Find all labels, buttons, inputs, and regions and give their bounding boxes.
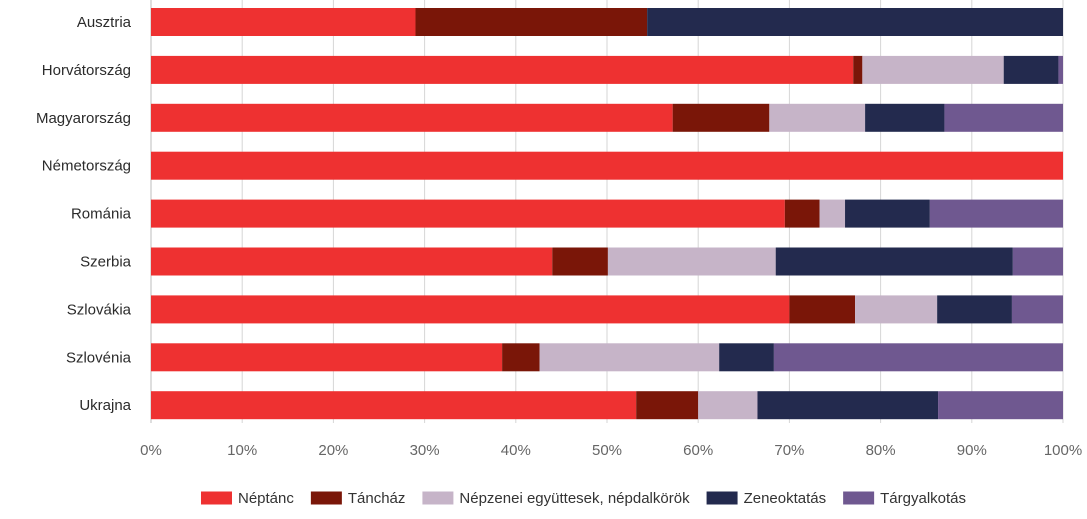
bar-segment [151,199,785,228]
bar-segment [775,247,1013,276]
bar-segment [151,103,673,132]
bar-segment [1058,55,1063,84]
bar-segment [672,103,770,132]
x-tick-label: 100% [1044,442,1082,459]
legend-label: Tárgyalkotás [880,490,966,507]
category-label: Szlovákia [67,301,132,318]
bar-segment [784,199,820,228]
legend-swatch [706,491,738,505]
legend-swatch [200,491,232,505]
bar-segment [862,55,1004,84]
category-label: Szerbia [80,254,132,271]
x-tick-label: 20% [318,442,348,459]
bar-segment [853,55,863,84]
legend-swatch [843,491,875,505]
bar-segment [1011,295,1063,324]
bar-segment [938,391,1063,420]
bar-segment [757,391,939,420]
bar-segment [1012,247,1063,276]
bar-segment [151,391,637,420]
legend-item: Népzenei együttesek, népdalkörök [422,490,690,507]
bar-segment [819,199,846,228]
category-label: Románia [71,206,132,223]
category-label: Szlovénia [66,349,132,366]
x-tick-label: 60% [683,442,713,459]
bar-layer [151,8,1063,420]
bar-segment [698,391,758,420]
bar-segment [769,103,866,132]
bar-segment [1003,55,1059,84]
legend-label: Zeneoktatás [744,490,827,507]
category-label: Magyarország [36,110,131,127]
bar-segment [944,103,1063,132]
bar-segment [151,295,790,324]
legend-item: Táncház [310,490,406,507]
bar-segment [151,151,1063,180]
legend-label: Néptánc [238,490,294,507]
bar-segment [865,103,945,132]
legend-item: Tárgyalkotás [843,490,966,507]
x-tick-label: 10% [227,442,257,459]
legend-label: Táncház [348,490,406,507]
bar-segment [415,8,648,36]
bar-segment [647,8,1063,36]
x-tick-label: 70% [774,442,804,459]
bar-segment [607,247,776,276]
bar-segment [855,295,938,324]
x-tick-label: 0% [140,442,162,459]
legend-item: Néptánc [200,490,294,507]
legend-swatch [310,491,342,505]
bar-segment [937,295,1012,324]
bar-segment [151,247,553,276]
x-tick-label: 50% [592,442,622,459]
bar-segment [929,199,1063,228]
category-label: Ausztria [77,14,132,31]
bar-segment [552,247,608,276]
bar-segment [789,295,856,324]
bar-segment [773,343,1063,372]
category-label: Németország [42,158,131,175]
legend-label: Népzenei együttesek, népdalkörök [459,490,690,507]
bar-segment [539,343,720,372]
category-label-layer: Ausztria Horvátország Magyarország Németors… [36,14,132,414]
x-tick-label: 90% [957,442,987,459]
x-tick-label: 30% [410,442,440,459]
x-tick-label: 80% [866,442,896,459]
x-tick-label-layer: 0% 10% 20% 30% 40% 50% 60% 70% 80% 90% 100% [140,442,1082,459]
legend-swatch [422,491,454,505]
legend-item: Zeneoktatás [706,490,827,507]
category-label: Ukrajna [79,397,131,414]
category-label: Horvátország [42,62,131,79]
bar-segment [502,343,540,372]
bar-segment [636,391,699,420]
bar-segment [719,343,774,372]
legend: Néptánc Táncház Népzenei együttesek, népda… [200,490,966,507]
bar-segment [151,343,503,372]
bar-segment [151,8,416,36]
bar-segment [845,199,930,228]
x-tick-label: 40% [501,442,531,459]
bar-segment [151,55,854,84]
